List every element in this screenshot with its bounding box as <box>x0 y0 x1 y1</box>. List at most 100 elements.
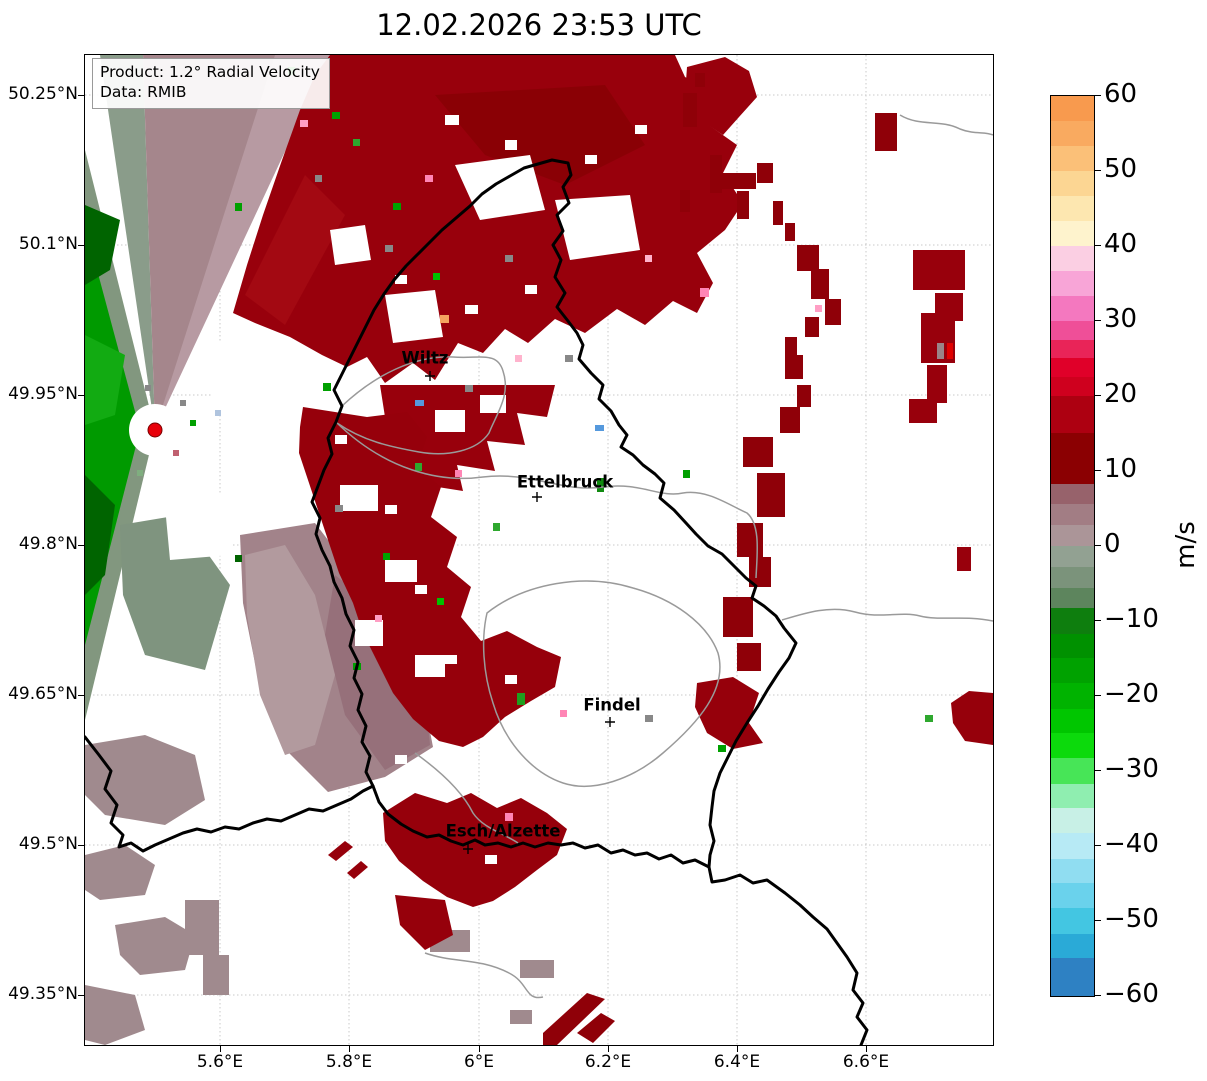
colorbar-band <box>1051 883 1094 909</box>
colorbar-tickmark <box>1095 845 1101 847</box>
colorbar-band <box>1051 296 1094 321</box>
colorbar-band <box>1051 858 1094 884</box>
y-tickmark <box>78 95 84 97</box>
colorbar-tick-label: −10 <box>1104 604 1159 634</box>
colorbar-tick-label: −30 <box>1104 754 1159 784</box>
colorbar-tickmark <box>1095 620 1101 622</box>
y-tick-label: 49.65°N <box>8 684 78 704</box>
colorbar-tickmark <box>1095 995 1101 997</box>
colorbar-tick-label: 20 <box>1104 379 1138 409</box>
colorbar-tickmark <box>1095 920 1101 922</box>
findel-marker <box>605 717 615 727</box>
colorbar-tick-label: −50 <box>1104 904 1159 934</box>
city-label-esch-alzette: Esch/Alzette <box>445 821 561 841</box>
product-label: Product: 1.2° Radial Velocity <box>100 63 320 81</box>
colorbar-band <box>1051 833 1094 859</box>
ettelbruck-marker <box>532 492 542 502</box>
x-tickmark <box>220 1046 222 1052</box>
timestamp-title: 12.02.2026 23:53 UTC <box>376 8 702 42</box>
y-tick-label: 49.5°N <box>18 834 78 854</box>
colorbar-band <box>1051 96 1094 121</box>
x-tickmark <box>866 1046 868 1052</box>
colorbar-band <box>1051 608 1094 634</box>
colorbar-tickmark <box>1095 320 1101 322</box>
colorbar-band <box>1051 545 1094 567</box>
y-tickmark <box>78 695 84 697</box>
colorbar-band <box>1051 483 1094 504</box>
y-tickmark <box>78 395 84 397</box>
y-tick-label: 49.8°N <box>18 534 78 554</box>
belgium-france-border <box>85 735 375 853</box>
x-tickmark <box>737 1046 739 1052</box>
colorbar-tick-label: 0 <box>1104 529 1121 559</box>
colorbar-tick-label: 40 <box>1104 229 1138 259</box>
colorbar-band <box>1051 377 1094 396</box>
colorbar-band <box>1051 146 1094 171</box>
colorbar-band <box>1051 195 1094 222</box>
x-tick-label: 6.2°E <box>584 1052 632 1072</box>
colorbar-band <box>1051 395 1094 434</box>
esch-alzette-marker <box>463 844 473 854</box>
y-tickmark <box>78 245 84 247</box>
colorbar-band <box>1051 524 1094 546</box>
colorbar-tickmark <box>1095 770 1101 772</box>
colorbar-band <box>1051 658 1094 684</box>
colorbar-tick-label: −60 <box>1104 979 1159 1009</box>
colorbar-band <box>1051 708 1094 734</box>
colorbar-band <box>1051 321 1094 340</box>
x-tick-label: 5.6°E <box>196 1052 244 1072</box>
colorbar-tickmark <box>1095 245 1101 247</box>
france-germany-border <box>707 865 869 1045</box>
x-tick-label: 6.6°E <box>842 1052 890 1072</box>
colorbar-tickmark <box>1095 545 1101 547</box>
colorbar-band <box>1051 633 1094 659</box>
colorbar-tickmark <box>1095 170 1101 172</box>
wiltz-marker <box>425 371 435 381</box>
colorbar-band <box>1051 908 1094 934</box>
x-tickmark <box>608 1046 610 1052</box>
x-tickmark <box>479 1046 481 1052</box>
colorbar-band <box>1051 339 1094 359</box>
city-label-wiltz: Wiltz <box>401 348 449 368</box>
colorbar-unit-label: m/s <box>1171 521 1201 569</box>
product-info-box: Product: 1.2° Radial Velocity Data: RMIB <box>92 58 330 109</box>
y-tick-label: 50.1°N <box>18 234 78 254</box>
colorbar-band <box>1051 358 1094 378</box>
colorbar-tick-label: −20 <box>1104 679 1159 709</box>
city-label-findel: Findel <box>583 695 641 715</box>
colorbar-band <box>1051 683 1094 709</box>
colorbar-band <box>1051 587 1094 609</box>
colorbar-band <box>1051 503 1094 525</box>
colorbar-band <box>1051 221 1094 246</box>
district-borders <box>335 114 993 999</box>
y-tick-label: 49.95°N <box>8 384 78 404</box>
speckle-noise <box>137 67 953 821</box>
colorbar-tick-label: −40 <box>1104 829 1159 859</box>
velocity-field-approaching <box>85 55 230 720</box>
colorbar-band <box>1051 758 1094 784</box>
x-tick-label: 6°E <box>463 1052 495 1072</box>
city-label-ettelbruck: Ettelbruck <box>516 472 614 492</box>
colorbar-band <box>1051 783 1094 809</box>
luxembourg-border <box>310 158 798 869</box>
map-panel: Product: 1.2° Radial Velocity Data: RMIB… <box>84 54 994 1046</box>
y-tick-label: 50.25°N <box>8 84 78 104</box>
radar-site-marker <box>143 418 167 442</box>
colorbar-band <box>1051 733 1094 759</box>
colorbar-tick-label: 50 <box>1104 154 1138 184</box>
colorbar-band <box>1051 933 1094 959</box>
colorbar-tickmark <box>1095 695 1101 697</box>
echo-free-gaps <box>129 305 395 560</box>
y-tickmark <box>78 545 84 547</box>
colorbar-band <box>1051 808 1094 834</box>
y-tickmark <box>78 995 84 997</box>
y-tick-label: 49.35°N <box>8 984 78 1004</box>
city-markers <box>425 371 615 854</box>
y-tickmark <box>78 845 84 847</box>
colorbar-tickmark <box>1095 395 1101 397</box>
colorbar-band <box>1051 566 1094 588</box>
colorbar-band <box>1051 246 1094 271</box>
x-tickmark <box>349 1046 351 1052</box>
data-source-label: Data: RMIB <box>100 83 187 102</box>
colorbar-gradient <box>1050 95 1095 997</box>
